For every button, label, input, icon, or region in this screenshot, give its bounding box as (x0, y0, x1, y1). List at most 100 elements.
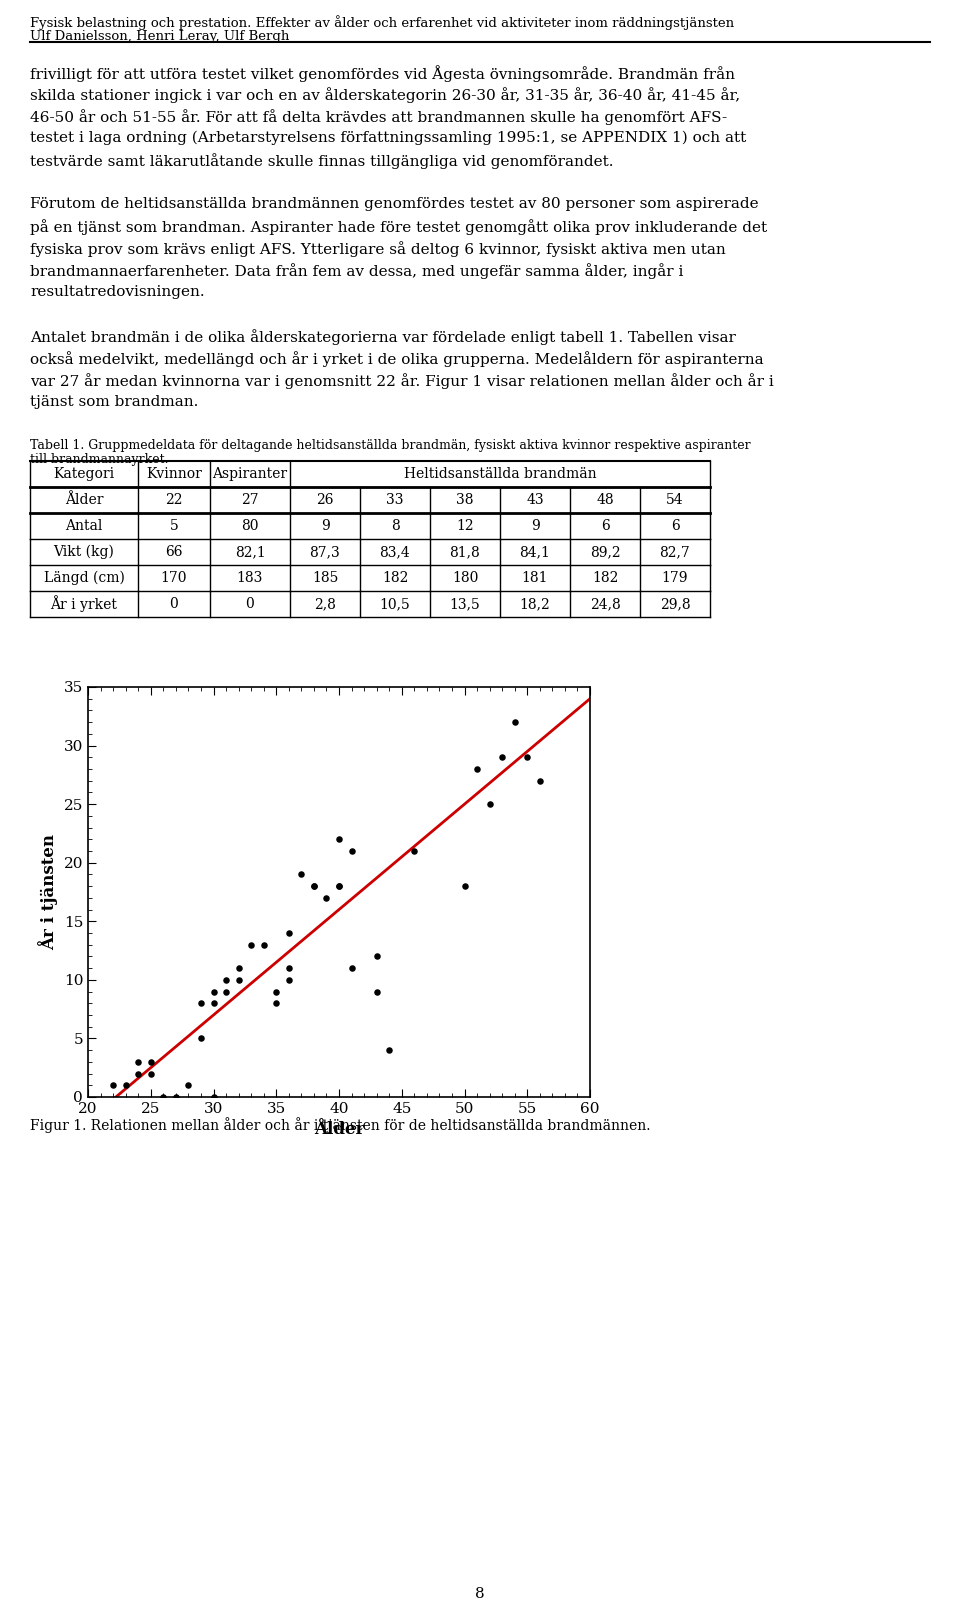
Point (106, 1072, 121, 1098)
Text: också medelvikt, medellängd och år i yrket i de olika grupperna. Medelåldern för: också medelvikt, medellängd och år i yrk… (30, 350, 763, 366)
Text: 43: 43 (526, 493, 543, 506)
Text: 82,1: 82,1 (234, 545, 265, 559)
Point (381, 1037, 396, 1062)
Point (281, 955, 297, 980)
Point (482, 791, 497, 816)
Text: 12: 12 (456, 519, 474, 534)
Text: 180: 180 (452, 570, 478, 585)
Point (244, 932, 259, 958)
Text: 87,3: 87,3 (310, 545, 341, 559)
Text: 46-50 år och 51-55 år. För att få delta krävdes att brandmannen skulle ha genomf: 46-50 år och 51-55 år. För att få delta … (30, 109, 727, 125)
Text: Aspiranter: Aspiranter (212, 468, 288, 480)
Text: 5: 5 (170, 519, 179, 534)
Text: till brandmannayrket.: till brandmannayrket. (30, 453, 169, 466)
Text: testvärde samt läkarutlåtande skulle finnas tillgängliga vid genomförandet.: testvärde samt läkarutlåtande skulle fin… (30, 153, 613, 169)
Point (306, 873, 322, 898)
Text: Antalet brandmän i de olika ålderskategorierna var fördelade enligt tabell 1. Ta: Antalet brandmän i de olika ålderskatego… (30, 329, 736, 346)
Text: 29,8: 29,8 (660, 596, 690, 611)
Point (269, 979, 284, 1004)
Point (218, 979, 233, 1004)
Point (344, 839, 359, 865)
Text: 84,1: 84,1 (519, 545, 550, 559)
Text: Ålder: Ålder (64, 493, 104, 506)
Text: 182: 182 (591, 570, 618, 585)
Point (457, 873, 472, 898)
Point (407, 839, 422, 865)
Text: fysiska prov som krävs enligt AFS. Ytterligare så deltog 6 kvinnor, fysiskt akti: fysiska prov som krävs enligt AFS. Ytter… (30, 241, 726, 257)
Text: Tabell 1. Gruppmedeldata för deltagande heltidsanställda brandmän, fysiskt aktiv: Tabell 1. Gruppmedeldata för deltagande … (30, 439, 751, 452)
Text: År i yrket: År i yrket (51, 596, 117, 612)
Text: 6: 6 (601, 519, 610, 534)
Text: 27: 27 (241, 493, 259, 506)
Text: Antal: Antal (65, 519, 103, 534)
Point (319, 885, 334, 911)
Text: tjänst som brandman.: tjänst som brandman. (30, 395, 199, 410)
Point (281, 967, 297, 993)
Point (469, 757, 485, 783)
Text: Kategori: Kategori (54, 468, 114, 480)
Point (256, 932, 272, 958)
Text: resultatredovisningen.: resultatredovisningen. (30, 284, 204, 299)
Point (231, 967, 247, 993)
Text: 179: 179 (661, 570, 688, 585)
Text: Längd (cm): Längd (cm) (43, 570, 125, 585)
Point (231, 955, 247, 980)
Text: brandmannaerfarenheter. Data från fem av dessa, med ungefär samma ålder, ingår i: brandmannaerfarenheter. Data från fem av… (30, 264, 684, 280)
Text: 80: 80 (241, 519, 259, 534)
Point (269, 990, 284, 1016)
Text: Fysisk belastning och prestation. Effekter av ålder och erfarenhet vid aktivitet: Fysisk belastning och prestation. Effekt… (30, 14, 734, 31)
Point (131, 1061, 146, 1086)
Text: på en tjänst som brandman. Aspiranter hade före testet genomgått olika prov inkl: på en tjänst som brandman. Aspiranter ha… (30, 219, 767, 235)
Point (118, 1072, 133, 1098)
Point (205, 979, 221, 1004)
Text: 181: 181 (521, 570, 548, 585)
Text: var 27 år medan kvinnorna var i genomsnitt 22 år. Figur 1 visar relationen mella: var 27 år medan kvinnorna var i genomsni… (30, 373, 774, 389)
Point (281, 921, 297, 947)
Point (143, 1049, 158, 1075)
Text: 83,4: 83,4 (379, 545, 410, 559)
Text: 6: 6 (671, 519, 680, 534)
Point (532, 768, 547, 794)
Point (331, 873, 347, 898)
Text: 185: 185 (312, 570, 338, 585)
Text: 9: 9 (531, 519, 540, 534)
Point (168, 1085, 183, 1110)
Text: Heltidsanställda brandmän: Heltidsanställda brandmän (404, 468, 596, 480)
Point (331, 826, 347, 852)
Text: 9: 9 (321, 519, 329, 534)
Text: 22: 22 (165, 493, 182, 506)
Y-axis label: År i tjänsten: År i tjänsten (38, 834, 59, 950)
Text: 0: 0 (170, 596, 179, 611)
Point (306, 873, 322, 898)
Text: 89,2: 89,2 (589, 545, 620, 559)
X-axis label: Ålder: Ålder (314, 1122, 364, 1138)
Text: 26: 26 (316, 493, 334, 506)
Point (369, 979, 384, 1004)
Point (143, 1061, 158, 1086)
Point (331, 873, 347, 898)
Text: 38: 38 (456, 493, 473, 506)
Text: 24,8: 24,8 (589, 596, 620, 611)
Text: 81,8: 81,8 (449, 545, 480, 559)
Text: 2,8: 2,8 (314, 596, 336, 611)
Point (193, 1025, 208, 1051)
Text: 13,5: 13,5 (449, 596, 480, 611)
Point (180, 1072, 196, 1098)
Text: 10,5: 10,5 (379, 596, 410, 611)
Point (494, 744, 510, 770)
Point (205, 1085, 221, 1110)
Text: Figur 1. Relationen mellan ålder och år i tjänsten för de heltidsanställda brand: Figur 1. Relationen mellan ålder och år … (30, 1117, 651, 1133)
Text: 48: 48 (596, 493, 613, 506)
Point (205, 990, 221, 1016)
Text: 0: 0 (246, 596, 254, 611)
Point (193, 990, 208, 1016)
Point (369, 943, 384, 969)
Text: Vikt (kg): Vikt (kg) (54, 545, 114, 559)
Point (218, 967, 233, 993)
Text: skilda stationer ingick i var och en av ålderskategorin 26-30 år, 31-35 år, 36-4: skilda stationer ingick i var och en av … (30, 87, 740, 103)
Text: 54: 54 (666, 493, 684, 506)
Text: testet i laga ordning (Arbetarstyrelsens författningssamling 1995:1, se APPENDIX: testet i laga ordning (Arbetarstyrelsens… (30, 132, 746, 145)
Text: Kvinnor: Kvinnor (146, 468, 202, 480)
Text: 170: 170 (160, 570, 187, 585)
Point (156, 1085, 171, 1110)
